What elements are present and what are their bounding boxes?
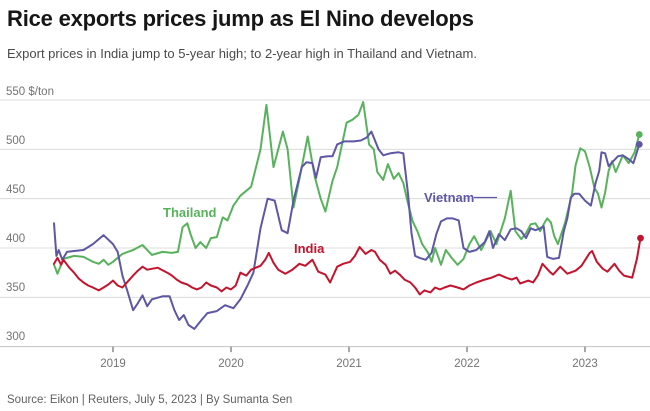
y-tick-label-450: 450 [6, 184, 26, 196]
end-dot-india [637, 234, 644, 242]
y-tick-label-350: 350 [6, 282, 26, 294]
x-tick-label-2020: 2020 [218, 358, 244, 370]
y-tick-label-400: 400 [6, 233, 26, 245]
series-line-india [53, 237, 642, 296]
page-title: Rice exports prices jump as El Nino deve… [7, 6, 474, 31]
x-tick-label-2019: 2019 [100, 358, 126, 370]
x-tick-label-2021: 2021 [336, 358, 362, 370]
source-attribution: Source: Eikon | Reuters, July 5, 2023 | … [7, 394, 293, 406]
y-axis-unit-label: 550 $/ton [6, 86, 54, 98]
chart-subtitle: Export prices in India jump to 5-year hi… [7, 46, 477, 61]
end-dot-thailand [635, 131, 643, 138]
series-label-india: India [294, 241, 325, 256]
y-tick-label-500: 500 [6, 135, 26, 147]
y-tick-label-300: 300 [6, 331, 26, 343]
series-label-thailand: Thailand [163, 205, 217, 220]
series-label-vietnam: Vietnam [424, 190, 475, 205]
series-line-vietnam [53, 130, 641, 330]
end-dot-vietnam [635, 141, 643, 148]
x-tick-label-2023: 2023 [572, 358, 598, 370]
x-tick-label-2022: 2022 [454, 358, 480, 370]
